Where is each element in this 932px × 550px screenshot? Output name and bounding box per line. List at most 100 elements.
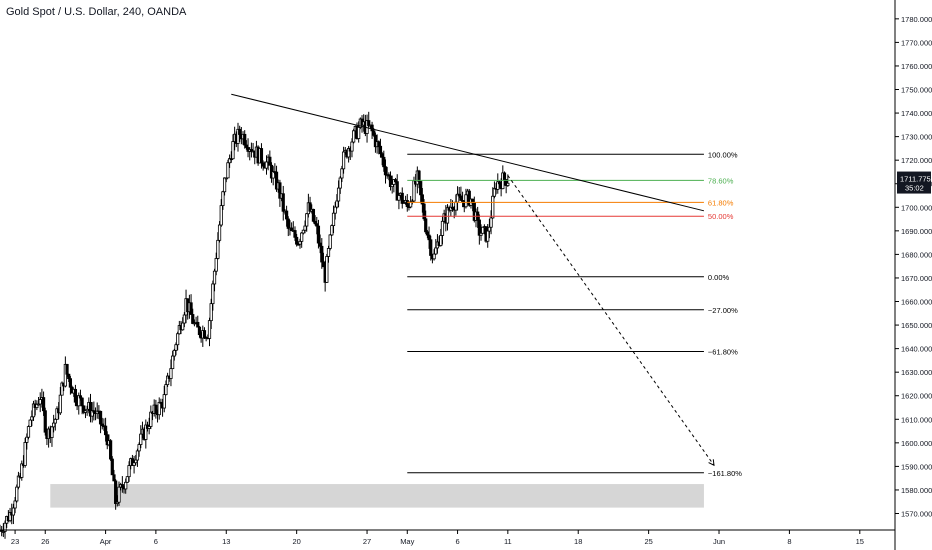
candle-body bbox=[454, 201, 458, 211]
candle-body bbox=[340, 168, 344, 179]
support-zone[interactable] bbox=[50, 484, 704, 508]
candle-body bbox=[300, 232, 304, 242]
candle-body bbox=[149, 411, 153, 427]
support-zone-layer bbox=[50, 484, 704, 508]
projection-path[interactable] bbox=[507, 175, 715, 466]
drawings-layer[interactable] bbox=[231, 93, 715, 467]
candle-body bbox=[380, 153, 384, 158]
price-tick-label: 1730.000 bbox=[901, 133, 932, 142]
time-tick-label: 20 bbox=[292, 537, 300, 546]
candle-body bbox=[50, 426, 54, 438]
time-tick-label: 8 bbox=[787, 537, 791, 546]
candle-body bbox=[67, 373, 71, 380]
candle-body bbox=[506, 182, 510, 186]
candle-body bbox=[330, 225, 334, 236]
price-tick-label: 1780.000 bbox=[901, 15, 932, 24]
candle-body bbox=[271, 171, 275, 179]
price-axis[interactable]: 1570.000 1580.000 1590.000 1600.000 1610.000… bbox=[894, 0, 932, 550]
candle-body bbox=[419, 181, 423, 196]
candle-body bbox=[372, 130, 376, 136]
candle-body bbox=[214, 258, 218, 272]
candle-body bbox=[325, 256, 329, 283]
time-tick-label: 13 bbox=[222, 537, 230, 546]
candle-body bbox=[135, 450, 140, 461]
candle-body bbox=[53, 418, 57, 424]
candle-body bbox=[109, 440, 113, 460]
candle-body bbox=[13, 500, 17, 509]
candle-body bbox=[154, 404, 158, 414]
price-tick-label: 1700.000 bbox=[901, 203, 932, 212]
candle-body bbox=[172, 349, 176, 357]
candle-body bbox=[132, 462, 136, 466]
fib-level-label: 0.00% bbox=[708, 273, 730, 282]
candle-body bbox=[196, 321, 200, 328]
candle-body bbox=[397, 195, 401, 201]
candle-body bbox=[98, 410, 103, 425]
fib-level-label: 50.00% bbox=[708, 212, 734, 221]
time-tick-label: 27 bbox=[363, 537, 371, 546]
candle-body bbox=[125, 476, 129, 483]
candle-body bbox=[434, 247, 438, 255]
time-tick-label: 18 bbox=[574, 537, 582, 546]
time-axis[interactable]: 23 26 Apr 6 13 20 27 May 6 11 18 25 Jun 8 15 bbox=[0, 529, 895, 546]
price-tick-label: 1650.000 bbox=[901, 321, 932, 330]
candle-body bbox=[77, 395, 81, 407]
candle-body bbox=[424, 218, 428, 233]
candle-body bbox=[281, 193, 285, 212]
candle-body bbox=[328, 234, 332, 249]
candle-body bbox=[16, 475, 21, 488]
candle-body bbox=[211, 283, 215, 305]
time-tick-label: 23 bbox=[11, 537, 19, 546]
candle-body bbox=[338, 177, 342, 189]
candle-body bbox=[264, 161, 269, 169]
candle-body bbox=[321, 261, 326, 268]
candle-body bbox=[216, 239, 220, 259]
candle-body bbox=[23, 441, 27, 466]
candle-body bbox=[261, 162, 265, 167]
candle-body bbox=[137, 444, 141, 452]
candle-body bbox=[212, 270, 217, 285]
time-tick-label: 26 bbox=[41, 537, 49, 546]
candle-body bbox=[80, 397, 84, 407]
price-tick-label: 1770.000 bbox=[901, 38, 932, 47]
time-tick-label: Apr bbox=[100, 537, 112, 546]
candle-body bbox=[367, 120, 371, 126]
chart-title: Gold Spot / U.S. Dollar, 240, OANDA bbox=[6, 6, 187, 18]
candle-body bbox=[52, 422, 56, 428]
candle-body bbox=[357, 126, 361, 139]
candle-body bbox=[301, 229, 305, 234]
candle-body bbox=[326, 248, 331, 257]
candle-body bbox=[139, 433, 143, 445]
candle-body bbox=[176, 333, 180, 346]
fib-level-label: 100.00% bbox=[708, 150, 738, 159]
candle-body bbox=[20, 463, 24, 478]
candle-body bbox=[285, 210, 289, 220]
candle-body bbox=[268, 156, 272, 166]
candle-body bbox=[370, 124, 374, 132]
candles-layer bbox=[0, 111, 510, 539]
price-tick-label: 1640.000 bbox=[901, 345, 932, 354]
candle-body bbox=[103, 425, 108, 436]
time-tick-label: May bbox=[400, 537, 414, 546]
last-price-label: 1711.775 bbox=[900, 175, 931, 184]
candle-body bbox=[221, 191, 225, 207]
candle-body bbox=[320, 245, 324, 263]
candle-body bbox=[464, 194, 468, 208]
bar-countdown-label: 35:02 bbox=[905, 184, 924, 193]
candle-body bbox=[316, 225, 321, 244]
fibonacci-layer[interactable]: 100.00% 78.60% 61.80% 50.00% 0.00% −27.00% −61… bbox=[407, 150, 742, 478]
candle-body bbox=[35, 403, 39, 408]
candle-body bbox=[259, 148, 264, 164]
candle-body bbox=[481, 226, 485, 234]
candle-body bbox=[202, 330, 207, 339]
descending-trendline[interactable] bbox=[231, 93, 705, 212]
time-tick-label: 11 bbox=[504, 537, 512, 546]
price-tick-label: 1720.000 bbox=[901, 156, 932, 165]
candle-body bbox=[110, 458, 114, 476]
candle-body bbox=[217, 224, 222, 241]
candle-body bbox=[445, 207, 450, 224]
candle-body bbox=[383, 166, 388, 176]
price-tick-label: 1620.000 bbox=[901, 392, 932, 401]
candle-body bbox=[120, 484, 124, 488]
